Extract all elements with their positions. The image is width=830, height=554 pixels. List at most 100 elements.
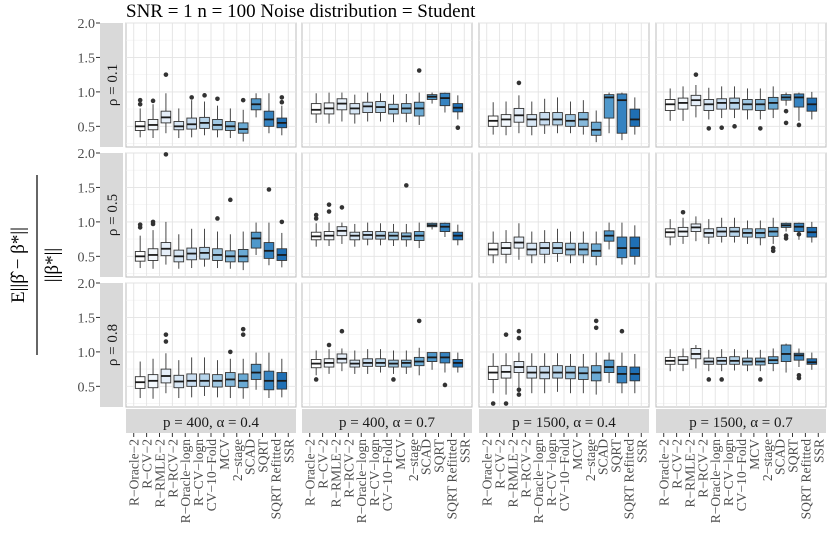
- col-strip-label-1: p = 400, α = 0.7: [339, 415, 436, 431]
- x-tick-label: CV−10−Fold: [380, 439, 395, 511]
- outlier-point: [215, 216, 220, 221]
- box-cv-10-fold: [565, 231, 576, 264]
- box-r-oracle-2: [487, 231, 499, 264]
- box-r-cv-logn: [729, 86, 740, 129]
- x-tick-label: SSR: [457, 439, 472, 463]
- x-tick-label: 2−stage: [406, 439, 421, 481]
- box-r-oracle-logn: [362, 222, 373, 246]
- box-r-oracle-2: [487, 102, 499, 135]
- box-r-cv-2: [500, 101, 512, 136]
- outlier-point: [326, 202, 332, 207]
- outlier-point: [150, 98, 156, 104]
- x-tick-label: R−CV−logn: [367, 439, 382, 506]
- box-r-rcv-2: [173, 360, 185, 399]
- box-2-stage: [413, 222, 425, 249]
- box-mcv: [401, 350, 412, 374]
- x-tick-label: R−CV−2: [493, 439, 508, 489]
- outlier-point: [796, 375, 802, 381]
- box-r-cv-logn: [729, 349, 740, 371]
- box-cv-10-fold: [388, 94, 399, 123]
- outlier-point: [770, 248, 776, 254]
- outlier-point: [137, 222, 143, 227]
- box-scad: [426, 352, 438, 370]
- outlier-point: [266, 187, 272, 192]
- outlier-point: [503, 401, 509, 406]
- x-tick-label: SCAD: [243, 439, 258, 475]
- x-tick-label: SCAD: [419, 439, 434, 475]
- panel-r1-c0: [125, 152, 297, 278]
- box-sqrt-refitted: [276, 219, 288, 268]
- x-tick-label: SQRT Refitted: [798, 439, 813, 520]
- outlier-point: [279, 99, 285, 105]
- outlier-point: [313, 216, 319, 221]
- y-tick-label: 1.5: [78, 181, 96, 196]
- box-r-rcv-2: [703, 349, 715, 382]
- outlier-point: [516, 392, 522, 397]
- box-r-oracle-logn: [186, 95, 197, 138]
- box-2-stage: [413, 318, 425, 376]
- y-axis-label-numerator: E||β̂ − β*||: [8, 227, 29, 303]
- box-sqrt-refitted: [452, 95, 464, 131]
- box-iqr: [250, 231, 262, 249]
- x-tick-label: SQRT Refitted: [444, 439, 459, 520]
- box-r-cv-logn: [375, 223, 386, 246]
- box-r-oracle-logn: [716, 217, 727, 243]
- box-r-rmle-2: [513, 223, 525, 260]
- box-sqrt: [439, 92, 451, 113]
- outlier-point: [326, 209, 332, 214]
- outlier-point: [279, 95, 285, 100]
- box-cv-10-fold: [388, 350, 399, 382]
- box-r-oracle-2: [310, 350, 322, 382]
- y-tick-label: 0.5: [78, 120, 96, 135]
- y-tick-label: 2.0: [78, 277, 96, 292]
- x-tick-label: CV−10−Fold: [734, 439, 749, 511]
- box-2-stage: [590, 110, 602, 143]
- box-scad: [780, 92, 792, 126]
- x-tick-label: SCAD: [596, 439, 611, 475]
- x-tick-label: R−RCV−2: [695, 439, 710, 498]
- box-scad: [426, 222, 438, 230]
- box-r-rcv-2: [349, 223, 361, 247]
- col-strip-label-2: p = 1500, α = 0.4: [512, 415, 616, 431]
- box-r-oracle-2: [664, 88, 676, 121]
- box-2-stage: [767, 348, 779, 372]
- box-2-stage: [237, 97, 249, 142]
- panel-r0-c2: [478, 22, 650, 148]
- outlier-point: [150, 219, 156, 225]
- box-r-oracle-2: [487, 353, 499, 406]
- y-tick-label: 1.0: [78, 216, 96, 231]
- outlier-point: [163, 339, 169, 344]
- box-r-cv-2: [677, 209, 689, 244]
- row-strip-0: [100, 23, 123, 147]
- x-tick-label: R−RCV−2: [518, 439, 533, 498]
- box-r-cv-2: [500, 230, 512, 264]
- outlier-point: [490, 401, 496, 406]
- box-scad: [603, 352, 615, 383]
- box-iqr: [629, 236, 641, 257]
- box-r-rmle-2: [160, 332, 172, 394]
- outlier-point: [619, 328, 625, 334]
- outlier-point: [163, 332, 169, 337]
- box-cv-10-fold: [388, 223, 399, 246]
- box-iqr: [793, 93, 805, 108]
- box-mcv: [401, 93, 412, 123]
- box-mcv: [755, 88, 766, 131]
- x-tick-label: 2−stage: [230, 439, 245, 481]
- x-tick-label: MCV: [570, 439, 585, 470]
- row-strip-label-2: ρ = 0.8: [105, 324, 121, 366]
- box-r-rmle-2: [336, 205, 348, 244]
- facet-grid: ρ = 0.1 0.5 1.0 1.5 2.0 ρ = 0.5 0.5 1.0 1.5 2.0 ρ …: [78, 17, 827, 523]
- box-2-stage: [237, 326, 249, 399]
- x-tick-label: R−CV−logn: [191, 439, 206, 506]
- x-tick-label: MCV: [747, 439, 762, 470]
- box-sqrt: [793, 92, 805, 128]
- box-iqr: [616, 93, 628, 134]
- box-r-rcv-2: [703, 219, 715, 244]
- box-r-oracle-logn: [539, 230, 550, 264]
- box-iqr: [629, 108, 641, 127]
- box-r-rmle-2: [336, 328, 348, 372]
- outlier-point: [279, 219, 285, 225]
- x-tick-label: R−RMLE−2: [682, 439, 697, 507]
- box-scad: [250, 352, 262, 390]
- box-r-cv-logn: [729, 217, 740, 243]
